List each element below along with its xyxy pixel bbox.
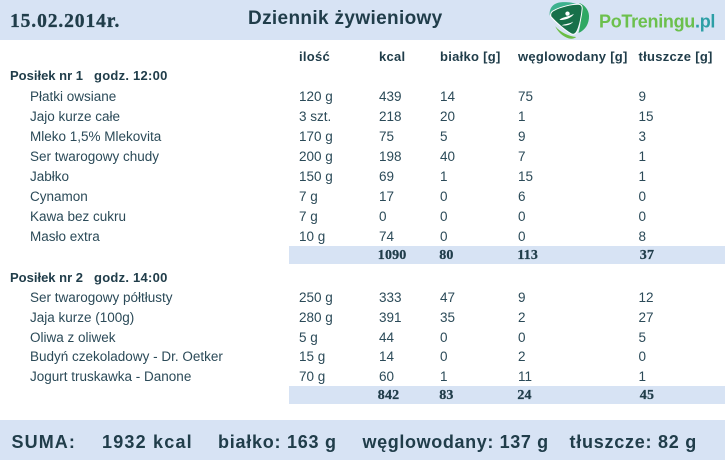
- svg-text:PoTreningu.pl: PoTreningu.pl: [599, 12, 715, 32]
